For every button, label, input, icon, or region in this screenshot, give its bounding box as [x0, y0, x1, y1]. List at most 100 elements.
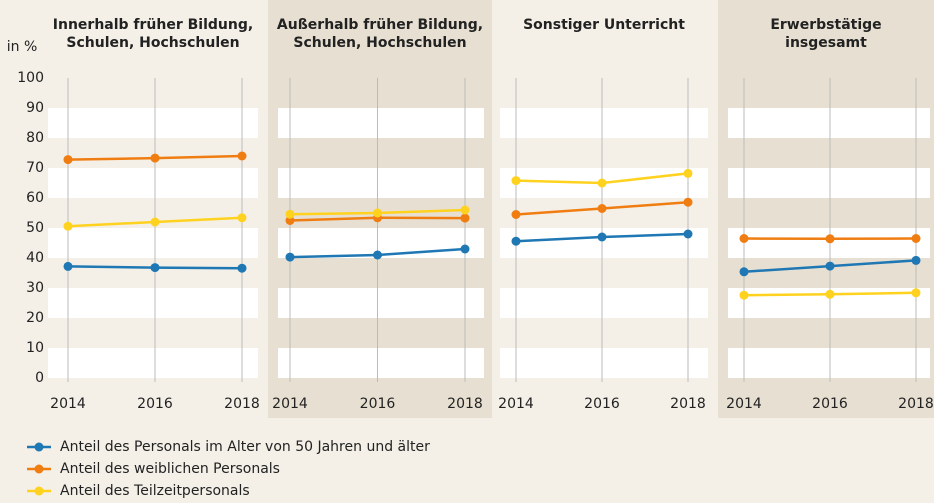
grid-band [500, 108, 708, 138]
point [739, 267, 749, 277]
point [911, 288, 921, 298]
point [460, 213, 470, 223]
x-tick-label: 2018 [447, 396, 483, 412]
point [237, 213, 247, 223]
x-tick-label: 2018 [670, 396, 706, 412]
point [373, 250, 382, 260]
point [511, 176, 521, 186]
y-tick-label: 0 [35, 370, 44, 386]
point [285, 252, 295, 262]
point [825, 261, 835, 271]
point [825, 234, 835, 244]
panel-title: Sonstiger Unterricht [523, 17, 685, 33]
grid-band [500, 348, 708, 378]
point [237, 151, 247, 161]
y-tick-label: 90 [26, 100, 44, 116]
grid-band [278, 348, 484, 378]
grid-band [278, 318, 484, 348]
point [285, 209, 295, 219]
grid-band [48, 288, 258, 318]
y-tick-label: 40 [26, 250, 44, 266]
grid-band [48, 258, 258, 288]
grid-band [500, 288, 708, 318]
grid-band [500, 228, 708, 258]
grid-band [728, 198, 930, 228]
legend-marker [34, 464, 44, 474]
point [150, 217, 160, 227]
grid-band [278, 108, 484, 138]
grid-band [278, 258, 484, 288]
grid-band [728, 108, 930, 138]
point [511, 210, 521, 219]
point [63, 261, 73, 271]
x-tick-label: 2016 [137, 396, 173, 412]
grid-band [728, 168, 930, 198]
point [63, 221, 73, 231]
point [739, 290, 749, 300]
grid-band [500, 138, 708, 168]
y-axis-label: in % [7, 39, 38, 55]
point [683, 197, 693, 207]
point [285, 216, 295, 225]
grid-band [48, 318, 258, 348]
point [373, 208, 382, 218]
grid-band [728, 318, 930, 348]
grid-band [278, 138, 484, 168]
panel-title: Innerhalb früher Bildung, Schulen, Hochs… [52, 17, 254, 51]
point [150, 153, 160, 163]
legend-label: Anteil des weiblichen Personals [60, 461, 280, 477]
legend-label: Anteil des Teilzeitpersonals [60, 483, 250, 499]
y-tick-label: 100 [17, 70, 44, 86]
point [683, 229, 693, 239]
point [683, 168, 693, 178]
point [460, 244, 470, 254]
point [825, 289, 835, 299]
legend-label: Anteil des Personals im Alter von 50 Jah… [60, 439, 430, 455]
y-tick-label: 10 [26, 340, 44, 356]
legend-marker [34, 486, 44, 496]
grid-band [728, 138, 930, 168]
point [237, 263, 247, 273]
grid-band [48, 348, 258, 378]
grid-band [48, 138, 258, 168]
grid-band [500, 78, 708, 108]
x-tick-label: 2016 [812, 396, 848, 412]
grid-band [278, 288, 484, 318]
grid-band [48, 78, 258, 108]
grid-band [48, 228, 258, 258]
y-tick-label: 80 [26, 130, 44, 146]
x-tick-label: 2014 [272, 396, 308, 412]
x-tick-label: 2014 [498, 396, 534, 412]
grid-band [48, 108, 258, 138]
grid-band [728, 348, 930, 378]
grid-band [278, 78, 484, 108]
point [511, 236, 521, 246]
point [739, 234, 749, 243]
y-tick-label: 70 [26, 160, 44, 176]
grid-band [500, 318, 708, 348]
grid-band [500, 258, 708, 288]
point [597, 178, 607, 188]
point [597, 204, 607, 213]
point [150, 263, 160, 273]
x-tick-label: 2014 [726, 396, 762, 412]
x-tick-label: 2014 [50, 396, 86, 412]
point [597, 232, 607, 242]
legend-marker [34, 442, 44, 452]
x-tick-label: 2016 [584, 396, 620, 412]
point [911, 255, 921, 265]
grid-band [48, 168, 258, 198]
y-tick-label: 60 [26, 190, 44, 206]
point [63, 155, 73, 165]
y-tick-label: 50 [26, 220, 44, 236]
y-tick-label: 30 [26, 280, 44, 296]
x-tick-label: 2018 [224, 396, 260, 412]
panel-title: Erwerbstätige insgesamt [770, 17, 882, 51]
point [911, 234, 921, 243]
panel-title: Außerhalb früher Bildung, Schulen, Hochs… [276, 17, 484, 51]
grid-band [728, 78, 930, 108]
grid-band [278, 168, 484, 198]
x-tick-label: 2018 [898, 396, 934, 412]
